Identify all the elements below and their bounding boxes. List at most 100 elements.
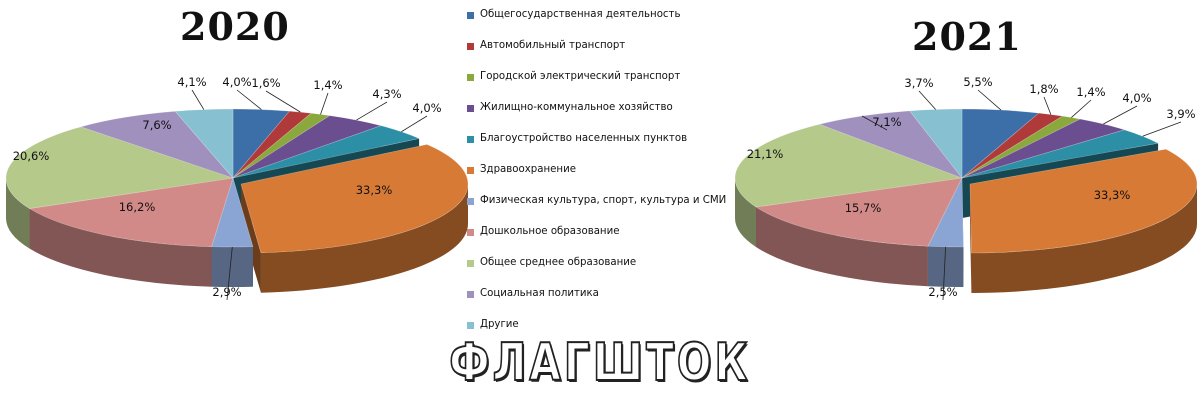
pie-slice <box>5 126 234 209</box>
legend-item: Жилищно-коммунальное хозяйство <box>467 102 729 133</box>
pie-slice <box>28 177 234 248</box>
data-label: 1,4% <box>1076 85 1105 99</box>
leader-line <box>1071 99 1092 118</box>
pie-slice <box>961 118 1126 179</box>
pie-slice-side <box>260 184 468 293</box>
legend-item: Другие <box>467 319 729 350</box>
legend-swatch <box>467 260 474 267</box>
data-label: 2,5% <box>928 285 957 299</box>
legend-item: Благоустройство населенных пунктов <box>467 133 729 164</box>
data-label: 16,2% <box>119 200 156 214</box>
legend-label: Общегосударственная деятельность <box>480 9 681 20</box>
legend-label: Жилищно-коммунальное хозяйство <box>480 102 673 113</box>
legend-swatch <box>467 136 474 143</box>
pie-slice-side <box>6 178 30 249</box>
leader-line <box>1103 105 1138 125</box>
pie-tops <box>734 108 1198 254</box>
pie-slice-side <box>29 208 212 287</box>
data-label: 4,0% <box>412 101 441 115</box>
pie-slice-side <box>927 246 964 287</box>
leader-line <box>918 90 936 110</box>
legend-swatch <box>467 74 474 81</box>
data-label: 7,6% <box>142 118 171 132</box>
data-label: 1,4% <box>313 78 342 92</box>
legend-item: Физическая культура, спорт, культура и С… <box>467 195 729 226</box>
data-label: 4,0% <box>1122 91 1151 105</box>
legend-item: Социальная политика <box>467 288 729 319</box>
legend-label: Здравоохранение <box>480 164 576 175</box>
data-label: 33,3% <box>356 183 393 197</box>
legend-label: Социальная политика <box>480 288 599 299</box>
legend-swatch <box>467 322 474 329</box>
pie-slice <box>174 108 234 179</box>
pie-slice-side <box>241 184 261 293</box>
legend-swatch <box>467 291 474 298</box>
pie-slice <box>232 125 421 179</box>
leader-line <box>861 115 888 131</box>
legend-item: Автомобильный транспорт <box>467 40 729 71</box>
pie-slice-side <box>211 246 253 287</box>
chart-legend: Общегосударственная деятельность Автомоби… <box>467 9 729 350</box>
pie-slice-side <box>971 184 1197 293</box>
chart-title-2020: 2020 <box>180 4 290 49</box>
leader-line <box>356 101 388 121</box>
pie-slice-side <box>735 178 757 247</box>
legend-label: Благоустройство населенных пунктов <box>480 133 688 144</box>
leader-line <box>401 115 428 133</box>
data-label: 33,3% <box>1094 188 1131 202</box>
data-label: 2,9% <box>212 285 241 299</box>
legend-label: Городской электрический транспорт <box>480 71 681 82</box>
data-label: 3,9% <box>1166 107 1195 121</box>
data-label: 5,5% <box>963 75 992 89</box>
pie-slice-side <box>970 184 972 293</box>
legend-item: Дошкольное образование <box>467 226 729 257</box>
legend-item: Общее среднее образование <box>467 257 729 288</box>
pie-slice <box>961 108 1040 179</box>
data-label: 1,6% <box>251 76 280 90</box>
legend-swatch <box>467 198 474 205</box>
pie-tops <box>5 108 469 254</box>
data-label: 3,7% <box>904 76 933 90</box>
pie-slice <box>240 144 469 254</box>
legend-swatch <box>467 43 474 50</box>
legend-label: Общее среднее образование <box>480 257 637 268</box>
data-label: 4,3% <box>372 87 401 101</box>
pie-labels: 4,0% 1,6% 1,4%4,3%4,0%33,3%2,9%16,2%20,6%7… <box>13 75 442 301</box>
pie-slice <box>232 110 312 179</box>
leader-line <box>1142 121 1182 137</box>
leader-line <box>191 89 205 110</box>
chart-title-2021: 2021 <box>912 14 1022 59</box>
pie-slice <box>232 115 382 179</box>
leader-line <box>977 89 1002 111</box>
legend-item: Общегосударственная деятельность <box>467 9 729 40</box>
leader-line <box>236 89 262 110</box>
data-label: 21,1% <box>747 147 784 161</box>
pie-slice <box>961 112 1064 179</box>
legend-label: Другие <box>480 319 519 330</box>
legend-swatch <box>467 105 474 112</box>
legend-swatch <box>467 229 474 236</box>
legend-label: Автомобильный транспорт <box>480 40 626 51</box>
leader-line <box>942 246 947 301</box>
legend-swatch <box>467 12 474 19</box>
data-label: 4,0% <box>222 75 251 89</box>
pie-slice-side <box>756 206 928 287</box>
pie-slice <box>79 110 234 179</box>
pie-slice <box>909 108 963 179</box>
data-label: 20,6% <box>13 149 50 163</box>
pie-slice <box>755 177 963 247</box>
data-label: 15,7% <box>845 201 882 215</box>
pie-slice <box>961 129 1160 179</box>
legend-label: Физическая культура, спорт, культура и С… <box>480 195 727 206</box>
leader-line <box>1043 96 1052 115</box>
legend-swatch <box>467 167 474 174</box>
legend-item: Городской электрический транспорт <box>467 71 729 102</box>
pie-labels: 5,5% 1,8% 1,4% 4,0% 3,9% 33,3% 2,5% 15,7% 21,1% 7… <box>747 75 1196 301</box>
watermark-logo: ФЛАГШТОК <box>448 333 751 393</box>
legend-item: Здравоохранение <box>467 164 729 195</box>
pie-slice <box>969 148 1198 254</box>
leader-line <box>265 90 301 113</box>
legend-label: Дошкольное образование <box>480 226 620 237</box>
